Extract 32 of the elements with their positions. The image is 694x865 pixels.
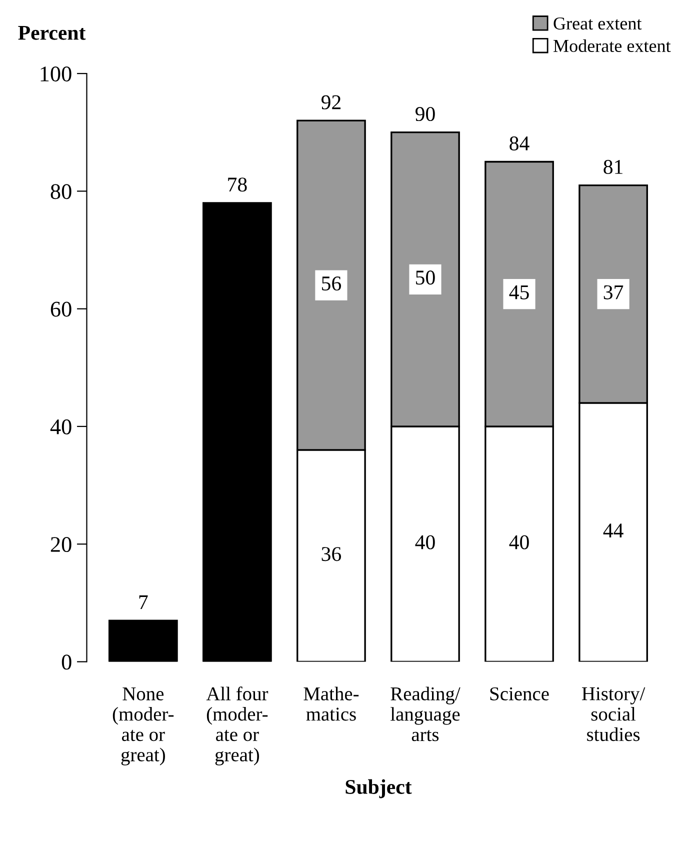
total-label: 78 (228, 178, 247, 192)
y-axis-title: Percent (18, 26, 86, 40)
y-tick-label: 80 (50, 184, 72, 200)
x-tick-label: All four (moder- ate or great) (206, 686, 268, 766)
x-tick-label: Science (490, 687, 549, 700)
data-label: 36 (322, 547, 342, 562)
y-tick-label: 0 (62, 654, 72, 670)
x-axis-title: Subject (346, 779, 412, 798)
data-label: 50 (416, 270, 435, 285)
data-label: 40 (415, 535, 435, 550)
total-label: 84 (510, 136, 530, 150)
legend-label: Great extent (554, 17, 642, 30)
total-label: 81 (604, 160, 622, 174)
data-label: 40 (509, 535, 529, 550)
data-label: 56 (322, 276, 342, 290)
total-label: 7 (139, 595, 148, 610)
y-tick-label: 40 (50, 419, 72, 434)
y-tick-label: 60 (50, 302, 72, 317)
bar (108, 620, 178, 662)
x-tick-label: History/ social studies (582, 687, 646, 742)
total-label: 92 (321, 95, 340, 110)
total-label: 90 (415, 106, 435, 122)
x-tick-label: Mathe- matics (304, 686, 359, 721)
data-label: 37 (604, 285, 624, 300)
y-tick-label: 20 (50, 537, 72, 552)
y-tick-label: 100 (40, 66, 72, 82)
data-label: 44 (603, 524, 624, 538)
x-tick-label: None (moder- ate or great) (112, 687, 174, 766)
bar (202, 202, 272, 662)
data-label: 45 (509, 285, 529, 300)
x-tick-label: Reading/ language arts (390, 686, 460, 742)
legend-label: Moderate extent (554, 39, 671, 52)
